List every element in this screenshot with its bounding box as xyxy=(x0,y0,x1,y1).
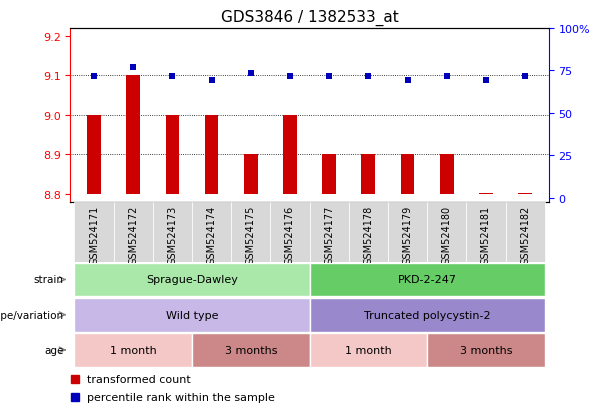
Bar xyxy=(466,202,506,262)
Text: GSM524175: GSM524175 xyxy=(246,205,256,265)
Text: 3 months: 3 months xyxy=(460,345,512,355)
Bar xyxy=(310,298,545,332)
Bar xyxy=(74,202,113,262)
Bar xyxy=(310,202,349,262)
Text: 1 month: 1 month xyxy=(345,345,392,355)
Text: Truncated polycystin-2: Truncated polycystin-2 xyxy=(364,310,490,320)
Text: GSM524177: GSM524177 xyxy=(324,205,334,265)
Text: GSM524180: GSM524180 xyxy=(442,205,452,264)
Text: percentile rank within the sample: percentile rank within the sample xyxy=(87,392,275,402)
Text: 1 month: 1 month xyxy=(110,345,156,355)
Text: GSM524176: GSM524176 xyxy=(285,205,295,264)
Text: genotype/variation: genotype/variation xyxy=(0,310,64,320)
Text: GSM524178: GSM524178 xyxy=(364,205,373,264)
Bar xyxy=(349,202,388,262)
Bar xyxy=(362,155,375,195)
Text: Wild type: Wild type xyxy=(166,310,218,320)
Bar xyxy=(205,116,218,195)
Bar xyxy=(74,298,310,332)
Bar xyxy=(388,202,427,262)
Text: transformed count: transformed count xyxy=(87,374,191,384)
Bar xyxy=(87,116,101,195)
Bar xyxy=(322,155,336,195)
Bar xyxy=(74,263,310,297)
Bar xyxy=(283,116,297,195)
Text: Sprague-Dawley: Sprague-Dawley xyxy=(146,275,238,285)
Bar xyxy=(310,263,545,297)
Text: PKD-2-247: PKD-2-247 xyxy=(398,275,457,285)
Text: strain: strain xyxy=(34,275,64,285)
Text: GSM524172: GSM524172 xyxy=(128,205,138,265)
Text: GSM524174: GSM524174 xyxy=(207,205,216,264)
Bar xyxy=(401,155,414,195)
Text: GSM524171: GSM524171 xyxy=(89,205,99,264)
Bar xyxy=(231,202,270,262)
Bar xyxy=(244,155,257,195)
Bar xyxy=(427,202,466,262)
Bar xyxy=(166,116,179,195)
Bar xyxy=(192,202,231,262)
Text: age: age xyxy=(44,345,64,355)
Bar xyxy=(440,155,454,195)
Title: GDS3846 / 1382533_at: GDS3846 / 1382533_at xyxy=(221,10,398,26)
Bar xyxy=(113,202,153,262)
Bar xyxy=(192,333,310,367)
Text: 3 months: 3 months xyxy=(224,345,277,355)
Bar xyxy=(153,202,192,262)
Bar xyxy=(126,76,140,195)
Bar xyxy=(310,333,427,367)
Text: GSM524179: GSM524179 xyxy=(403,205,413,264)
Bar xyxy=(427,333,545,367)
Text: GSM524181: GSM524181 xyxy=(481,205,491,264)
Text: GSM524173: GSM524173 xyxy=(167,205,177,264)
Text: GSM524182: GSM524182 xyxy=(520,205,530,264)
Bar xyxy=(506,202,545,262)
Bar xyxy=(270,202,310,262)
Bar xyxy=(518,194,532,195)
Bar xyxy=(74,333,192,367)
Bar xyxy=(479,194,493,195)
